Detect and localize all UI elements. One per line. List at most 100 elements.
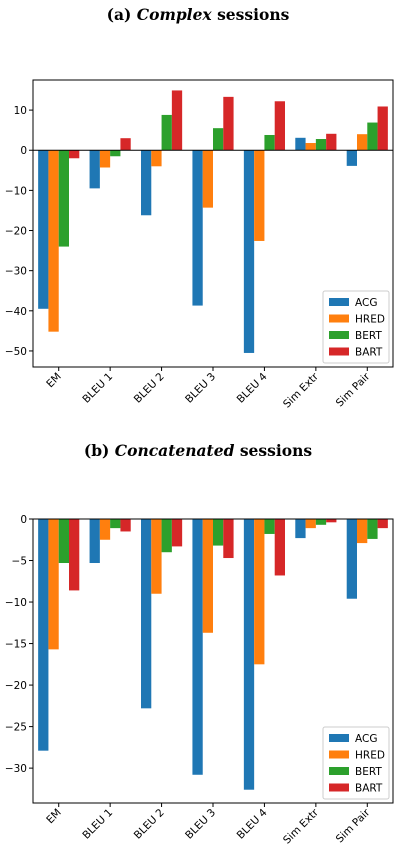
y-tick-label: −5 xyxy=(12,556,27,568)
bar-bert-bleu-3 xyxy=(213,519,224,546)
bar-hred-sim-pair xyxy=(357,519,368,544)
bar-acg-sim-pair xyxy=(346,519,357,599)
bar-hred-bleu-3 xyxy=(202,519,213,633)
y-tick-label: −30 xyxy=(5,763,27,775)
bar-acg-bleu-1 xyxy=(89,150,100,189)
x-tick-label-bleu-1: BLEU 1 xyxy=(80,371,115,406)
bar-bart-bleu-3 xyxy=(223,96,234,151)
bar-bert-bleu-2 xyxy=(161,114,172,151)
legend-swatch-bert xyxy=(329,331,349,339)
bar-hred-sim-extr xyxy=(305,519,316,529)
x-tick-label-em: EM xyxy=(44,807,64,827)
bar-hred-sim-pair xyxy=(357,134,368,151)
legend-swatch-bert xyxy=(329,767,349,775)
bar-bart-sim-pair xyxy=(377,519,388,529)
legend-label-hred: HRED xyxy=(355,750,385,762)
y-tick-label: −40 xyxy=(5,306,27,318)
x-tick-label-sim-extr: Sim Extr xyxy=(281,370,321,410)
bar-bart-sim-extr xyxy=(326,519,337,523)
y-tick-label: −20 xyxy=(5,680,27,692)
legend-swatch-bart xyxy=(329,347,349,356)
legend-swatch-hred xyxy=(329,314,349,323)
legend-swatch-hred xyxy=(329,750,349,759)
chart-a-title: (a) Complex sessions xyxy=(106,5,290,24)
x-tick-label-bleu-2: BLEU 2 xyxy=(132,371,167,406)
bar-hred-bleu-2 xyxy=(151,519,162,594)
bar-bert-bleu-1 xyxy=(110,519,121,529)
legend-label-acg: ACG xyxy=(355,297,377,309)
bar-bert-sim-extr xyxy=(315,519,327,525)
legend-label-hred: HRED xyxy=(355,314,385,326)
bar-hred-bleu-4 xyxy=(254,150,265,241)
bar-hred-bleu-2 xyxy=(151,150,162,167)
chart-complex-sessions: −50 −40 −30 −20 −10 0 10 EM BLEU 1 BLEU 2 BLEU 3 BL… xyxy=(5,79,394,411)
x-tick-label-sim-pair: Sim Pair xyxy=(334,806,373,844)
bar-bart-bleu-1 xyxy=(120,138,131,151)
bar-acg-bleu-2 xyxy=(141,150,152,216)
bar-acg-bleu-4 xyxy=(243,519,255,790)
bar-bart-em xyxy=(69,519,80,591)
bar-bart-em xyxy=(69,150,80,159)
y-tick-label: −50 xyxy=(5,346,27,358)
bar-bart-bleu-2 xyxy=(171,90,183,151)
bar-bert-bleu-4 xyxy=(264,134,275,151)
bar-acg-bleu-3 xyxy=(192,519,203,775)
legend-label-bert: BERT xyxy=(355,766,382,778)
bar-hred-bleu-1 xyxy=(99,519,111,540)
x-tick-label-bleu-4: BLEU 4 xyxy=(235,370,270,405)
chart-b-title: (b) Concatenated sessions xyxy=(83,441,313,460)
legend-label-acg: ACG xyxy=(355,733,377,745)
legend-box xyxy=(322,290,390,364)
y-tick-label: 0 xyxy=(20,514,27,526)
x-tick-label-bleu-1: BLEU 1 xyxy=(80,807,115,842)
bar-acg-em xyxy=(38,519,49,751)
x-tick-label-bleu-3: BLEU 3 xyxy=(183,807,218,842)
y-tick-label: −25 xyxy=(5,722,27,734)
bar-hred-bleu-3 xyxy=(202,150,213,208)
bar-bart-bleu-4 xyxy=(274,101,285,151)
bar-acg-sim-extr xyxy=(295,519,306,539)
bar-bert-bleu-1 xyxy=(110,150,121,157)
bar-acg-bleu-4 xyxy=(243,150,255,353)
x-tick-label-bleu-3: BLEU 3 xyxy=(183,371,218,406)
x-tick-label-sim-extr: Sim Extr xyxy=(281,806,321,844)
legend: ACG HRED BERT BART xyxy=(322,726,390,800)
y-tick-label: −30 xyxy=(5,266,27,278)
bar-acg-em xyxy=(38,150,49,309)
bar-hred-sim-extr xyxy=(305,143,316,151)
bar-hred-em xyxy=(48,519,59,650)
legend-label-bert: BERT xyxy=(355,330,382,342)
bar-acg-bleu-2 xyxy=(141,519,152,709)
bar-bert-sim-pair xyxy=(367,122,378,151)
bar-bart-sim-pair xyxy=(377,106,388,151)
bar-bert-bleu-4 xyxy=(264,519,275,534)
y-tick-label: −10 xyxy=(5,185,27,197)
bar-bert-em xyxy=(58,150,69,247)
legend-label-bart: BART xyxy=(355,347,383,359)
legend-swatch-acg xyxy=(329,734,349,742)
bar-hred-em xyxy=(48,150,59,332)
bar-bert-sim-extr xyxy=(315,139,327,151)
bar-bart-bleu-3 xyxy=(223,519,234,559)
legend-swatch-bart xyxy=(329,783,349,792)
bar-bert-sim-pair xyxy=(367,519,378,539)
bar-bert-bleu-2 xyxy=(161,519,172,553)
bar-bert-em xyxy=(58,519,69,564)
bar-acg-sim-pair xyxy=(346,150,357,166)
y-tick-label: −15 xyxy=(5,639,27,651)
bar-bart-bleu-4 xyxy=(274,519,285,576)
bar-acg-bleu-3 xyxy=(192,150,203,306)
bar-bart-bleu-2 xyxy=(171,519,183,547)
bar-acg-bleu-1 xyxy=(89,519,100,564)
x-tick-label-em: EM xyxy=(44,371,64,391)
y-tick-label: −10 xyxy=(5,597,27,609)
bar-hred-bleu-1 xyxy=(99,150,111,168)
y-tick-label: 0 xyxy=(20,145,27,157)
y-tick-label: 10 xyxy=(14,105,27,117)
bar-hred-bleu-4 xyxy=(254,519,265,665)
y-tick-label: −20 xyxy=(5,226,27,238)
bar-acg-sim-extr xyxy=(295,137,306,151)
legend-box xyxy=(322,726,390,800)
bar-bert-bleu-3 xyxy=(213,128,224,151)
x-tick-label-bleu-2: BLEU 2 xyxy=(132,807,167,842)
